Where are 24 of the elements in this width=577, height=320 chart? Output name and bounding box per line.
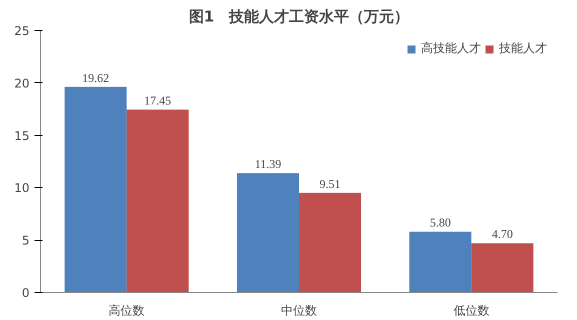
data-label: 9.51 (320, 176, 341, 191)
data-label: 17.45 (144, 94, 172, 108)
y-tick-label: 0 (22, 286, 30, 300)
y-tick-label: 20 (14, 76, 30, 90)
legend-label: 高技能人才 (421, 40, 481, 57)
bar (299, 192, 362, 292)
x-tick-label: 中位数 (281, 304, 317, 318)
bar (64, 86, 127, 292)
chart-title: 图1 技能人才工资水平（万元） (188, 8, 410, 26)
x-tick-label: 低位数 (453, 304, 490, 318)
legend-label: 技能人才 (499, 40, 547, 57)
bar (409, 232, 472, 292)
bar (236, 173, 299, 292)
y-tick-label: 10 (14, 181, 30, 196)
data-label: 5.80 (430, 216, 451, 230)
bar (126, 110, 189, 292)
y-tick-label: 5 (22, 234, 30, 248)
y-tick-label: 15 (14, 128, 30, 143)
x-tick-label: 高位数 (108, 304, 145, 318)
data-label: 4.70 (492, 227, 513, 242)
data-label: 11.39 (254, 157, 282, 172)
data-label: 19.62 (82, 70, 110, 85)
y-tick-label: 25 (14, 24, 30, 38)
bar (471, 243, 534, 292)
